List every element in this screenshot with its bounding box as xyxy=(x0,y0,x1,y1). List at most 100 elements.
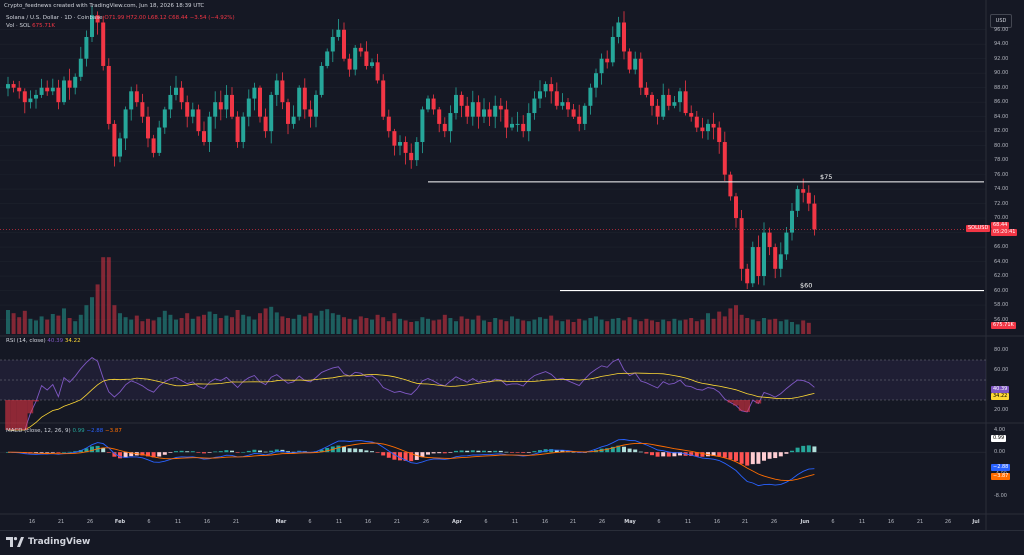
volume-bar xyxy=(521,320,526,334)
x-axis-label: Feb xyxy=(114,519,126,525)
macd-histogram-bar xyxy=(650,452,654,456)
candle-body xyxy=(689,113,694,117)
volume-bar xyxy=(179,318,184,334)
volume-bar xyxy=(302,316,307,334)
macd-histogram-bar xyxy=(56,452,61,453)
volume-bar xyxy=(56,315,61,334)
candle-body xyxy=(426,98,430,110)
macd-histogram-bar xyxy=(370,451,374,453)
candle-body xyxy=(50,87,55,92)
volume-bar xyxy=(487,322,492,334)
candle-body xyxy=(622,22,626,52)
macd-histogram-bar xyxy=(812,446,817,453)
macd-histogram-bar xyxy=(319,449,324,453)
macd-histogram-bar xyxy=(218,451,223,453)
tradingview-logo[interactable]: TradingView xyxy=(6,536,90,548)
macd-histogram-bar xyxy=(291,451,296,453)
macd-histogram-bar xyxy=(353,448,358,453)
volume-bar xyxy=(297,314,302,334)
macd-histogram-bar xyxy=(728,452,733,460)
macd-histogram-bar xyxy=(750,452,755,465)
candle-body xyxy=(661,94,666,117)
macd-histogram-bar xyxy=(767,452,772,459)
candle-body xyxy=(616,22,621,37)
x-axis-label: Apr xyxy=(452,519,462,525)
candle-body xyxy=(78,58,83,77)
macd-tick: 4.00 xyxy=(994,427,1006,434)
macd-histogram-bar xyxy=(717,452,722,457)
macd-histogram-bar xyxy=(571,451,576,453)
macd-histogram-bar xyxy=(129,452,134,457)
macd-histogram-bar xyxy=(336,445,341,453)
macd-histogram-bar xyxy=(364,450,369,453)
volume-bar xyxy=(633,319,638,334)
candle-body xyxy=(90,15,94,37)
volume-bar xyxy=(269,306,274,334)
volume-bar xyxy=(28,318,33,334)
symbol-info: Solana / U.S. Dollar · 1D · Coinbase O71… xyxy=(6,15,235,21)
volume-bar xyxy=(655,322,660,334)
volume-bar xyxy=(403,320,408,334)
x-axis-label: 21 xyxy=(57,519,65,525)
volume-bar xyxy=(459,316,464,334)
volume-bar xyxy=(39,316,44,334)
volume-bar xyxy=(353,319,358,334)
macd-histogram-bar xyxy=(448,452,453,453)
volume-bar xyxy=(420,317,425,334)
volume-bar xyxy=(381,317,386,334)
candle-body xyxy=(280,80,285,103)
price-tick: 94.00 xyxy=(994,41,1009,48)
x-axis-label: 16 xyxy=(713,519,721,525)
macd-histogram-bar xyxy=(39,452,44,453)
candle-body xyxy=(599,58,604,74)
candle-body xyxy=(17,87,22,92)
price-tick: 92.00 xyxy=(994,55,1009,62)
macd-histogram-bar xyxy=(493,450,498,453)
candle-body xyxy=(207,116,212,143)
volume-bar xyxy=(605,321,610,334)
macd-histogram-bar xyxy=(515,452,520,453)
candle-body xyxy=(672,102,677,106)
x-axis-label: 21 xyxy=(393,519,401,525)
volume-bar xyxy=(778,321,783,334)
candle-body xyxy=(140,102,145,117)
macd-histogram-bar xyxy=(392,452,397,460)
macd-legend: MACD (close, 12, 26, 9) 0.99 −2.88 −3.87 xyxy=(6,428,122,434)
rsi-tick: 80.00 xyxy=(994,347,1009,353)
x-axis-label: 26 xyxy=(86,519,94,525)
candle-body xyxy=(437,109,442,124)
volume-bar xyxy=(767,319,772,334)
candle-body xyxy=(762,232,766,277)
macd-histogram-bar xyxy=(420,452,425,458)
macd-histogram-bar xyxy=(437,452,442,454)
volume-bar xyxy=(174,319,178,334)
macd-histogram-bar xyxy=(246,450,251,453)
macd-histogram-bar xyxy=(381,452,386,456)
macd-histogram-bar xyxy=(655,452,660,457)
brand-name: TradingView xyxy=(28,537,91,547)
candle-body xyxy=(62,80,66,103)
macd-histogram-bar xyxy=(694,452,699,457)
candle-body xyxy=(678,91,682,103)
price-tick: 84.00 xyxy=(994,113,1009,120)
macd-histogram-bar xyxy=(403,452,408,461)
macd-histogram-bar xyxy=(498,450,503,453)
macd-histogram-bar xyxy=(263,451,268,453)
candle-body xyxy=(543,84,548,92)
volume-bar xyxy=(151,320,156,334)
price-tick: 96.00 xyxy=(994,26,1009,33)
price-tick: 80.00 xyxy=(994,142,1009,149)
candle-body xyxy=(812,203,817,230)
volume-bar xyxy=(235,310,240,334)
candle-body xyxy=(353,47,358,70)
last-price-tag: 68.44 xyxy=(991,222,1010,230)
volume-bar xyxy=(577,318,582,334)
volume-bar xyxy=(498,319,503,334)
candle-body xyxy=(291,116,296,124)
candle-body xyxy=(106,65,111,124)
currency-button[interactable]: USD xyxy=(990,14,1012,28)
volume-bar xyxy=(762,318,766,334)
volume-bar xyxy=(67,318,72,334)
volume-bar xyxy=(129,319,134,334)
